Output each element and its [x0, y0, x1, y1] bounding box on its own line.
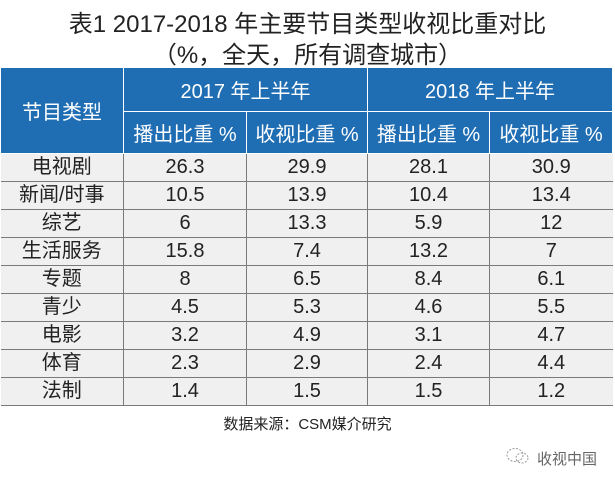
row-type: 电视剧 [0, 153, 124, 182]
cell: 4.7 [489, 321, 613, 350]
cell: 3.2 [123, 321, 247, 350]
header-broadcast-share-2017: 播出比重 % [123, 111, 247, 154]
data-source-note: 数据来源：CSM媒介研究 [223, 416, 392, 433]
cell: 12 [489, 209, 613, 238]
row-type: 专题 [0, 265, 124, 294]
cell: 1.5 [246, 377, 368, 406]
row-type: 新闻/时事 [0, 181, 124, 210]
cell: 5.3 [246, 293, 368, 322]
cell: 13.4 [489, 181, 613, 210]
cell: 28.1 [367, 153, 490, 182]
cell: 13.2 [367, 237, 490, 266]
header-program-type: 节目类型 [0, 67, 124, 154]
header-group-2018: 2018 年上半年 [367, 67, 613, 112]
cell: 2.4 [367, 349, 490, 378]
cell: 7.4 [246, 237, 368, 266]
cell: 29.9 [246, 153, 368, 182]
table-row: 体育 2.3 2.9 2.4 4.4 [0, 349, 613, 378]
table-row: 法制 1.4 1.5 1.5 1.2 [0, 377, 613, 406]
cell: 1.4 [123, 377, 247, 406]
cell: 1.2 [489, 377, 613, 406]
row-type: 体育 [0, 349, 124, 378]
row-type: 生活服务 [0, 237, 124, 266]
table-row: 新闻/时事 10.5 13.9 10.4 13.4 [0, 181, 613, 210]
header-audience-share-2017: 收视比重 % [246, 111, 368, 154]
cell: 6.5 [246, 265, 368, 294]
cell: 30.9 [489, 153, 613, 182]
cell: 2.3 [123, 349, 247, 378]
cell: 7 [489, 237, 613, 266]
header-broadcast-share-2018: 播出比重 % [367, 111, 490, 154]
cell: 1.5 [367, 377, 490, 406]
cell: 5.5 [489, 293, 613, 322]
wechat-icon [505, 446, 531, 470]
comparison-table: 节目类型 2017 年上半年 2018 年上半年 播出比重 % 收视比重 % 播… [0, 67, 613, 406]
cell: 13.3 [246, 209, 368, 238]
table-title: 表1 2017-2018 年主要节目类型收视比重对比 [68, 11, 547, 38]
table-subtitle: （%，全天，所有调查城市） [152, 42, 463, 69]
cell: 2.9 [246, 349, 368, 378]
cell: 26.3 [123, 153, 247, 182]
header-group-2017: 2017 年上半年 [123, 67, 368, 112]
cell: 4.6 [367, 293, 490, 322]
cell: 6 [123, 209, 247, 238]
cell: 3.1 [367, 321, 490, 350]
table-row: 青少 4.5 5.3 4.6 5.5 [0, 293, 613, 322]
cell: 15.8 [123, 237, 247, 266]
cell: 5.9 [367, 209, 490, 238]
table-row: 电视剧 26.3 29.9 28.1 30.9 [0, 153, 613, 182]
table-row: 专题 8 6.5 8.4 6.1 [0, 265, 613, 294]
cell: 4.5 [123, 293, 247, 322]
watermark-text: 收视中国 [537, 450, 598, 468]
header-audience-share-2018: 收视比重 % [489, 111, 613, 154]
watermark: 收视中国 [505, 446, 597, 470]
row-type: 法制 [0, 377, 124, 406]
cell: 4.9 [246, 321, 368, 350]
cell: 10.4 [367, 181, 490, 210]
cell: 8 [123, 265, 247, 294]
row-type: 综艺 [0, 209, 124, 238]
cell: 13.9 [246, 181, 368, 210]
table-row: 电影 3.2 4.9 3.1 4.7 [0, 321, 613, 350]
row-type: 电影 [0, 321, 124, 350]
table-row: 综艺 6 13.3 5.9 12 [0, 209, 613, 238]
cell: 8.4 [367, 265, 490, 294]
table-row: 生活服务 15.8 7.4 13.2 7 [0, 237, 613, 266]
cell: 4.4 [489, 349, 613, 378]
cell: 10.5 [123, 181, 247, 210]
row-type: 青少 [0, 293, 124, 322]
cell: 6.1 [489, 265, 613, 294]
